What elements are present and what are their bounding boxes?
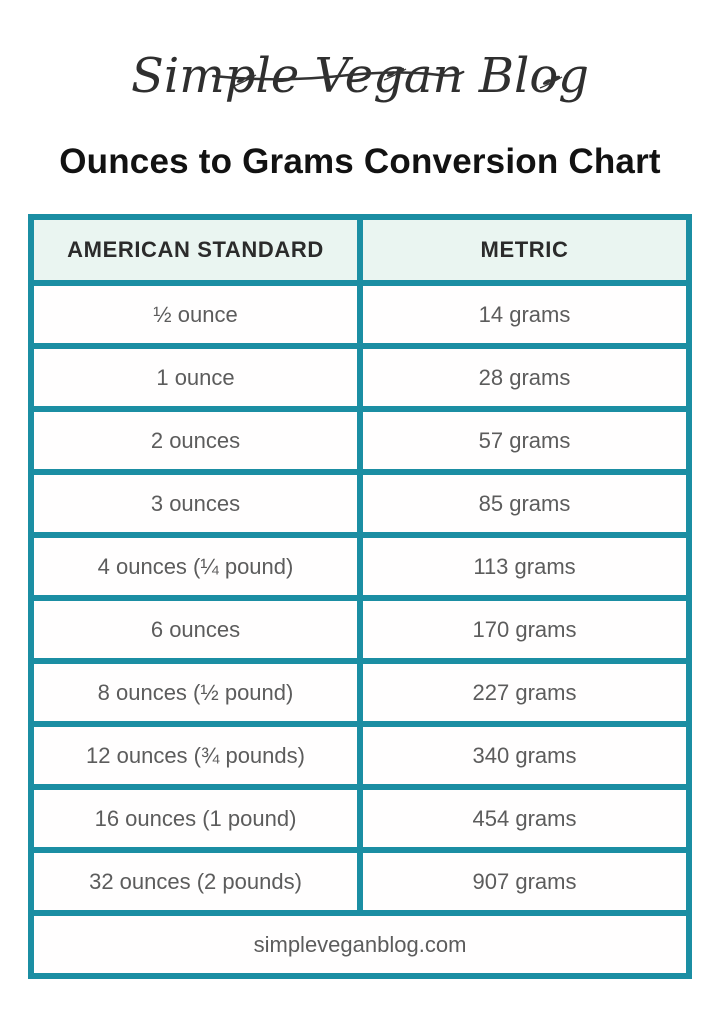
page-title: Ounces to Grams Conversion Chart: [59, 142, 661, 181]
american-standard-cell: 8 ounces (½ pound): [28, 658, 363, 727]
website-url-text: simpleveganblog.com: [28, 910, 692, 979]
metric-cell: 340 grams: [357, 721, 692, 790]
metric-cell: 170 grams: [357, 595, 692, 664]
table-row: 4 ounces (¼ pound) 113 grams: [28, 532, 692, 601]
leaf-icon: [538, 44, 564, 128]
conversion-table: AMERICAN STANDARD METRIC ½ ounce 14 gram…: [28, 214, 692, 979]
column-header-american-standard: AMERICAN STANDARD: [28, 214, 363, 286]
american-standard-cell: 4 ounces (¼ pound): [28, 532, 363, 601]
american-standard-cell: 12 ounces (¾ pounds): [28, 721, 363, 790]
logo-underline-swash-icon: [209, 38, 469, 122]
metric-cell: 227 grams: [357, 658, 692, 727]
table-row: 16 ounces (1 pound) 454 grams: [28, 784, 692, 853]
table-footer-row: simpleveganblog.com: [28, 910, 692, 979]
american-standard-cell: 2 ounces: [28, 406, 363, 475]
american-standard-cell: 3 ounces: [28, 469, 363, 538]
metric-cell: 14 grams: [357, 280, 692, 349]
table-row: 2 ounces 57 grams: [28, 406, 692, 475]
metric-cell: 28 grams: [357, 343, 692, 412]
metric-cell: 113 grams: [357, 532, 692, 601]
site-logo-text: Simple Vegan Blog: [131, 48, 589, 104]
table-row: ½ ounce 14 grams: [28, 280, 692, 349]
metric-cell: 907 grams: [357, 847, 692, 916]
american-standard-cell: 16 ounces (1 pound): [28, 784, 363, 853]
table-row: 3 ounces 85 grams: [28, 469, 692, 538]
american-standard-cell: ½ ounce: [28, 280, 363, 349]
american-standard-cell: 1 ounce: [28, 343, 363, 412]
metric-cell: 85 grams: [357, 469, 692, 538]
table-row: 6 ounces 170 grams: [28, 595, 692, 664]
metric-cell: 454 grams: [357, 784, 692, 853]
table-header-row: AMERICAN STANDARD METRIC: [28, 214, 692, 286]
table-row: 8 ounces (½ pound) 227 grams: [28, 658, 692, 727]
american-standard-cell: 6 ounces: [28, 595, 363, 664]
table-row: 32 ounces (2 pounds) 907 grams: [28, 847, 692, 916]
table-row: 1 ounce 28 grams: [28, 343, 692, 412]
site-logo: Simple Vegan Blog: [0, 34, 720, 118]
metric-cell: 57 grams: [357, 406, 692, 475]
column-header-metric: METRIC: [357, 214, 692, 286]
table-row: 12 ounces (¾ pounds) 340 grams: [28, 721, 692, 790]
american-standard-cell: 32 ounces (2 pounds): [28, 847, 363, 916]
